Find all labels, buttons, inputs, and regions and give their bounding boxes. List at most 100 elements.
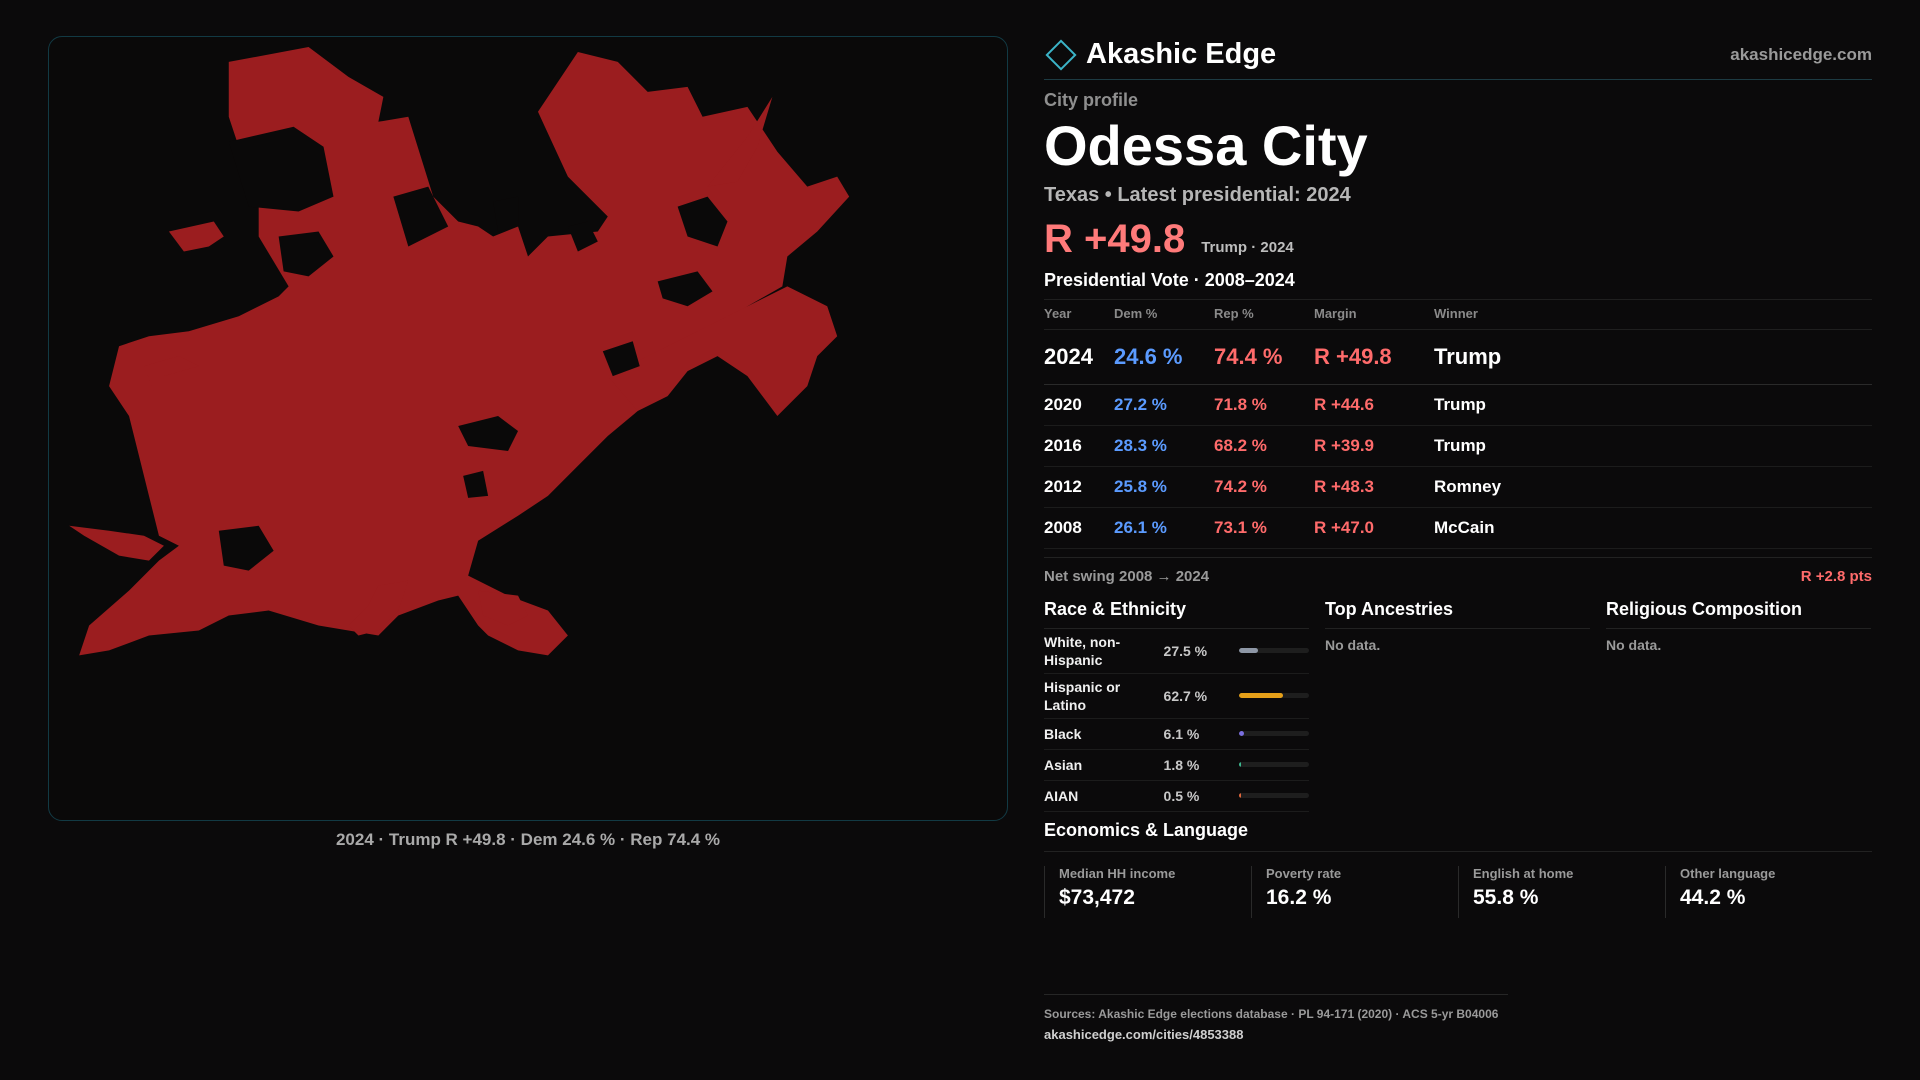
row-dem: 25.8 % [1114,466,1214,508]
table-row: 2020 27.2 % 71.8 % R +44.6 Trump [1044,384,1872,426]
row-dem: 24.6 % [1114,329,1214,385]
map-holes [218,126,728,571]
map-caption: 2024 · Trump R +49.8 · Dem 24.6 % · Rep … [335,830,721,849]
race-label: White, non-Hispanic [1044,633,1121,668]
row-year: 2020 [1044,384,1114,426]
row-winner: Trump [1434,384,1872,426]
brand-name: Akashic Edge [1086,38,1277,70]
page-title: Odessa City [1044,114,1368,177]
swing-value: R +2.8 pts [1800,567,1872,585]
margin-note: Trump · 2024 [1201,238,1294,256]
econ-card: Other language 44.2 % [1665,865,1872,918]
race-pct: 27.5 % [1163,642,1208,659]
race-row: Asian 1.8 % [1044,750,1309,781]
race-row: Hispanic or Latino 62.7 % [1044,674,1309,719]
race-bar [1239,648,1309,654]
race-row: White, non-Hispanic 27.5 % [1044,629,1309,674]
race-row: Black 6.1 % [1044,719,1309,750]
row-winner: Trump [1434,425,1872,467]
ancestry-panel: Top Ancestries No data. [1325,599,1590,812]
row-margin: R +49.8 [1314,329,1434,385]
city-precinct-shapes [69,46,850,656]
table-row: 2012 25.8 % 74.2 % R +48.3 Romney [1044,466,1872,508]
permalink[interactable]: akashicedge.com/cities/4853388 [1044,1027,1244,1042]
site-link[interactable]: akashicedge.com [1730,44,1872,64]
religion-title: Religious Composition [1606,599,1871,629]
margin-value: R +49.8 [1044,216,1186,261]
ancestry-title: Top Ancestries [1325,599,1590,629]
econ-value: $73,472 [1059,885,1135,909]
econ-card: Median HH income $73,472 [1044,865,1251,918]
race-bar [1239,762,1309,768]
econ-grid: Median HH income $73,472 Poverty rate 16… [1044,865,1872,918]
latest-margin: R +49.8 Trump · 2024 [1044,217,1872,262]
race-pct: 62.7 % [1163,687,1208,704]
race-bar [1239,693,1309,699]
row-dem: 27.2 % [1114,384,1214,426]
diamond-logo-icon [1045,38,1077,71]
row-margin: R +47.0 [1314,507,1434,549]
row-rep: 71.8 % [1214,384,1314,426]
net-swing: Net swing 2008 → 2024 R +2.8 pts [1044,556,1872,585]
ancestry-empty: No data. [1325,636,1381,653]
row-winner: Romney [1434,466,1872,508]
econ-label: English at home [1473,865,1574,881]
econ-title: Economics & Language [1044,820,1872,852]
race-pct: 0.5 % [1163,787,1200,804]
econ-value: 16.2 % [1266,885,1332,909]
vote-table: Year Dem % Rep % Margin Winner 2024 24.6… [1044,298,1872,549]
header: Akashic Edge akashicedge.com [1044,30,1872,80]
col-winner: Winner [1434,298,1872,330]
econ-value: 55.8 % [1473,885,1539,909]
row-dem: 26.1 % [1114,507,1214,549]
row-rep: 74.4 % [1214,329,1314,385]
col-dem: Dem % [1114,298,1214,330]
row-year: 2016 [1044,425,1114,467]
race-title: Race & Ethnicity [1044,599,1309,629]
row-year: 2024 [1044,329,1114,385]
row-year: 2008 [1044,507,1114,549]
row-rep: 74.2 % [1214,466,1314,508]
religion-empty: No data. [1606,636,1662,653]
race-pct: 1.8 % [1163,756,1200,773]
race-label: Black [1044,725,1082,742]
page-subtitle: Texas • Latest presidential: 2024 [1044,183,1351,206]
demographics-section: Race & Ethnicity White, non-Hispanic 27.… [1044,599,1872,812]
econ-value: 44.2 % [1680,885,1746,909]
table-row: 2024 24.6 % 74.4 % R +49.8 Trump [1044,329,1872,385]
row-winner: McCain [1434,507,1872,549]
col-margin: Margin [1314,298,1434,330]
econ-label: Other language [1680,865,1776,881]
econ-label: Poverty rate [1266,865,1342,881]
city-boundary-map [69,46,850,656]
sources-line: Sources: Akashic Edge elections database… [1044,1007,1499,1021]
race-bar [1239,793,1309,799]
city-map[interactable] [48,36,1008,821]
row-margin: R +39.9 [1314,425,1434,467]
table-row: 2008 26.1 % 73.1 % R +47.0 McCain [1044,507,1872,549]
sources-footer: Sources: Akashic Edge elections database… [1044,994,1508,1042]
row-rep: 68.2 % [1214,425,1314,467]
page-kicker: City profile [1044,90,1139,110]
col-rep: Rep % [1214,298,1314,330]
race-bar [1239,731,1309,737]
race-bar-fill [1239,648,1259,654]
table-row: 2016 28.3 % 68.2 % R +39.9 Trump [1044,425,1872,467]
row-year: 2012 [1044,466,1114,508]
econ-card: Poverty rate 16.2 % [1251,865,1458,918]
row-rep: 73.1 % [1214,507,1314,549]
religion-panel: Religious Composition No data. [1606,599,1871,812]
econ-label: Median HH income [1059,865,1176,881]
race-label: AIAN [1044,787,1079,804]
race-bar-fill [1239,731,1244,737]
row-dem: 28.3 % [1114,425,1214,467]
race-label: Hispanic or Latino [1044,678,1121,713]
row-margin: R +48.3 [1314,466,1434,508]
race-panel: Race & Ethnicity White, non-Hispanic 27.… [1044,599,1309,812]
brand[interactable]: Akashic Edge [1044,38,1276,71]
row-margin: R +44.6 [1314,384,1434,426]
econ-card: English at home 55.8 % [1458,865,1665,918]
profile-column: Akashic Edge akashicedge.com City profil… [1044,30,1872,918]
race-bar-fill [1239,762,1241,768]
vote-section-title: Presidential Vote · 2008–2024 [1044,269,1295,290]
